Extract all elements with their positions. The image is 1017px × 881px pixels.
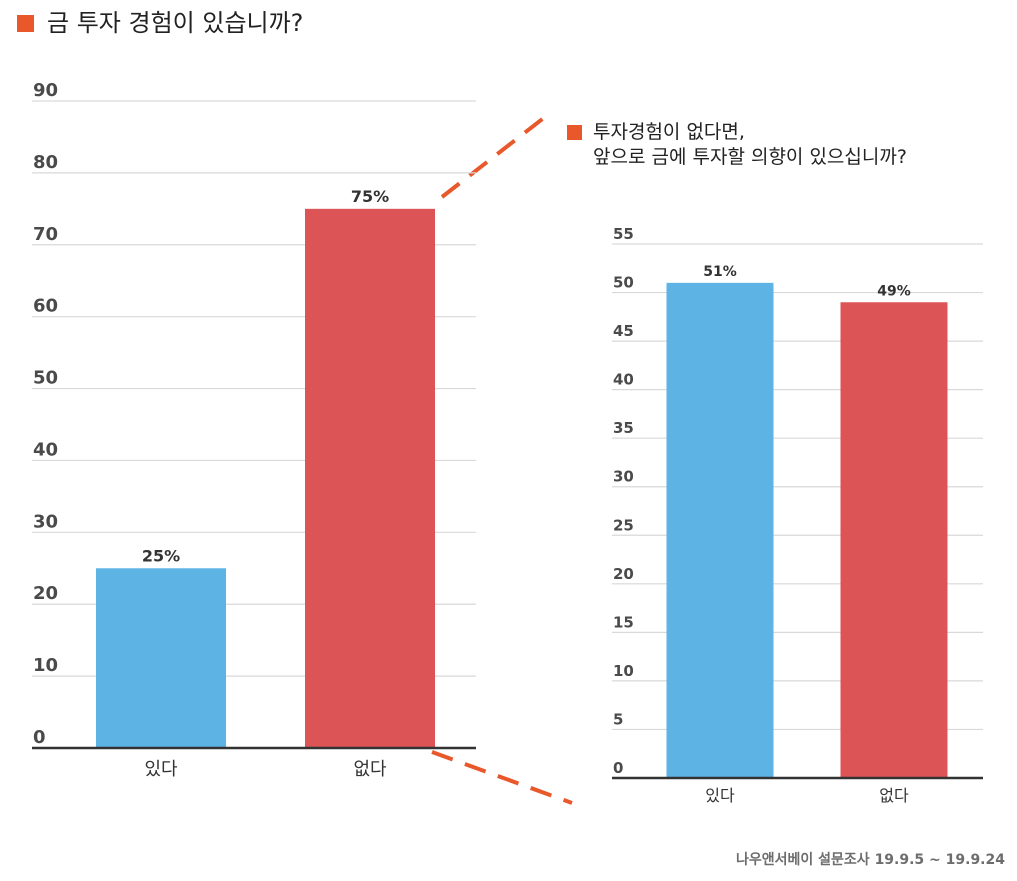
chart1-x-category-label: 있다 [144,759,178,780]
chart1-y-tick-label: 20 [33,583,58,604]
chart1-y-tick-label: 40 [33,439,58,460]
chart2-y-tick-label: 35 [613,419,634,437]
chart2-y-tick-label: 50 [613,274,634,292]
chart1-y-tick-label: 70 [33,224,58,245]
chart-title: 금 투자 경험이 있습니까? [47,9,304,37]
chart2-y-tick-label: 25 [613,516,634,534]
chart2-y-tick-label: 15 [613,613,634,631]
chart2-data-label: 49% [877,283,911,299]
chart2-x-category-label: 있다 [705,786,735,805]
chart2-y-tick-label: 10 [613,662,634,680]
chart2-bar-1 [666,282,774,778]
chart1-x-category-label: 없다 [353,759,387,780]
chart2-y-tick-label: 40 [613,371,634,389]
chart1-y-tick-label: 50 [33,368,58,389]
source-note: 나우앤서베이 설문조사 19.9.5 ~ 19.9.24 [736,852,1005,868]
chart-subtitle: 투자경험이 없다면, 앞으로 금에 투자할 의향이 있으십니까? [593,121,907,168]
chart2-y-tick-label: 0 [613,759,623,777]
connector-bottom-dash [431,750,573,805]
chart2-y-tick-label: 55 [613,225,634,243]
chart2-y-tick-label: 45 [613,322,634,340]
subtitle-marker [567,125,582,140]
chart2-y-tick-label: 5 [613,710,623,728]
chart2-y-tick-label: 30 [613,468,634,486]
chart1-data-label: 25% [142,546,180,565]
chart1-y-tick-label: 0 [33,727,46,748]
chart1-data-label: 75% [351,187,389,206]
chart2-y-tick-label: 20 [613,565,634,583]
chart2-x-category-label: 없다 [879,786,909,805]
chart1-y-tick-label: 10 [33,655,58,676]
chart1-bar-1 [96,568,226,748]
chart1-y-tick-label: 90 [33,80,58,101]
chart2-data-label: 51% [703,264,737,280]
chart1-bar-2 [305,208,435,749]
title-marker [17,15,34,32]
chart1-y-tick-label: 80 [33,152,58,173]
connector-top-dash [440,115,547,199]
chart2-bar-2 [840,302,948,778]
chart1-y-tick-label: 30 [33,511,58,532]
chart1-y-tick-label: 60 [33,296,58,317]
